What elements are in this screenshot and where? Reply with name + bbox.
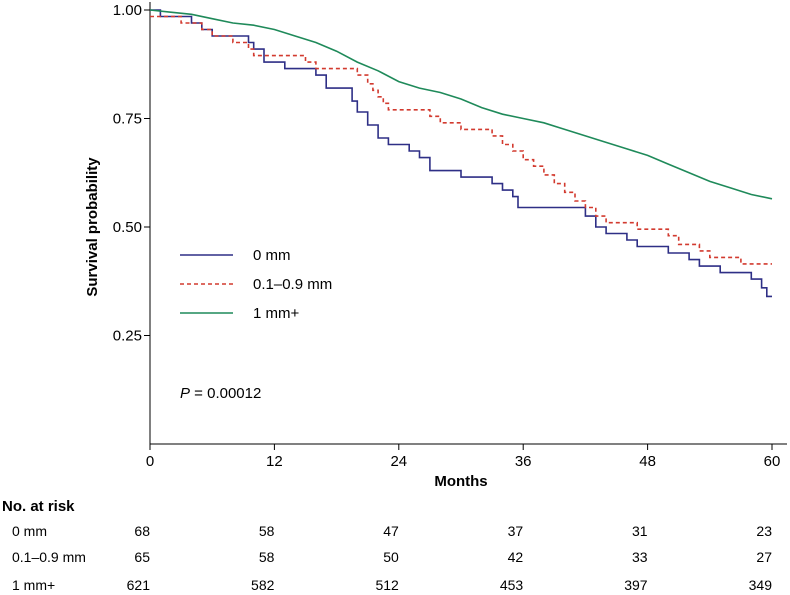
y-tick-label: 0.50 [113,219,142,236]
x-tick-label: 24 [390,453,407,470]
survival-curves [149,9,773,298]
risk-value: 68 [134,523,150,539]
risk-table-title: No. at risk [2,498,75,515]
y-tick-label: 1.00 [113,2,142,19]
x-tick-label: 60 [764,453,781,470]
legend: 0 mm 0.1–0.9 mm 1 mm+ [180,247,332,322]
x-tick-label: 0 [146,453,154,470]
risk-value: 47 [383,523,399,539]
y-tick-label: 0.25 [113,328,142,345]
x-tick-label: 36 [515,453,532,470]
legend-label-series-3: 1 mm+ [253,305,300,322]
risk-value: 65 [134,549,150,565]
risk-value: 453 [500,577,524,593]
risk-value: 27 [756,549,772,565]
legend-label-series-2: 0.1–0.9 mm [253,276,332,293]
risk-value: 31 [632,523,648,539]
p-value-annotation: P = 0.00012 [180,385,261,402]
risk-value: 582 [251,577,275,593]
axis-labels: 0 12 24 36 48 60 1.00 0.75 0.50 0.25 Months Surviva… [84,2,780,490]
y-tick-label: 0.75 [113,111,142,128]
risk-row-label: 1 mm+ [12,577,55,593]
survival-curve-series-3 [149,9,773,200]
risk-value: 349 [749,577,773,593]
risk-table: No. at risk 0 mm 68 58 47 37 31 23 0.1–0.9 mm 65… [2,498,772,593]
annotations: P = 0.00012 [180,385,261,402]
risk-value: 42 [508,549,524,565]
risk-row-label: 0.1–0.9 mm [12,549,86,565]
risk-value: 397 [624,577,648,593]
risk-value: 37 [508,523,524,539]
risk-value: 33 [632,549,648,565]
x-axis-title: Months [434,473,487,490]
survival-curve-series-2 [150,15,772,265]
risk-value: 23 [756,523,772,539]
p-symbol: P [180,385,190,402]
risk-value: 58 [259,523,275,539]
risk-value: 512 [375,577,399,593]
axes [149,2,787,445]
risk-value: 58 [259,549,275,565]
risk-value: 621 [127,577,151,593]
y-axis-title: Survival probability [84,157,101,297]
tick-marks [144,9,773,450]
p-value-text: = 0.00012 [190,385,261,402]
survival-curve-series-1 [150,9,772,298]
x-tick-label: 12 [266,453,283,470]
legend-label-series-1: 0 mm [253,247,291,264]
risk-row-label: 0 mm [12,523,47,539]
x-tick-label: 48 [639,453,656,470]
risk-value: 50 [383,549,399,565]
